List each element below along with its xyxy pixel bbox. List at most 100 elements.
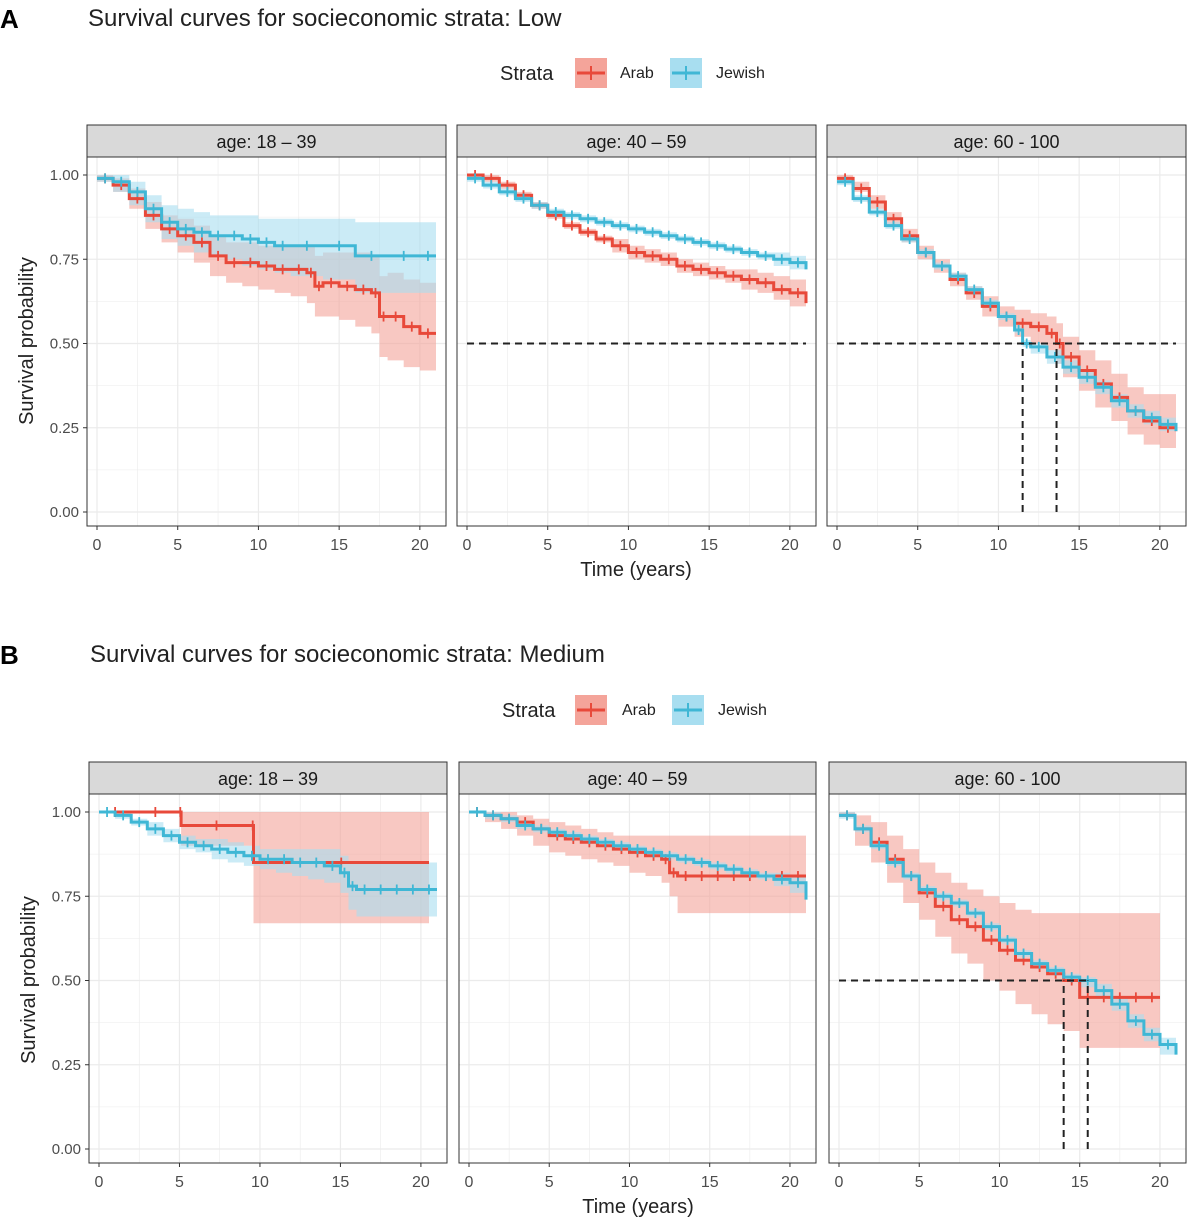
survival-curve-arab bbox=[99, 810, 429, 864]
x-tick-label: 15 bbox=[700, 537, 718, 554]
censor-marks-jewish bbox=[476, 807, 799, 888]
panel-a-facet-1: age: 18 – 39 0 5 10 15 20 bbox=[86, 124, 447, 554]
panel-a-legend: Strata Arab Jewish bbox=[500, 58, 765, 88]
x-tick-label: 10 bbox=[620, 537, 638, 554]
ci-band-arab bbox=[469, 812, 806, 914]
y-tick-label: 0.00 bbox=[50, 504, 79, 521]
facet-label: age: 60 - 100 bbox=[954, 769, 1060, 789]
facet-strip bbox=[828, 761, 1187, 795]
x-tick-label: 15 bbox=[1070, 537, 1088, 554]
plot-content: 0 5 10 15 20 bbox=[89, 794, 447, 1191]
facet-strip bbox=[88, 761, 448, 795]
x-tick-label: 15 bbox=[1071, 1174, 1089, 1191]
facet-label: age: 18 – 39 bbox=[216, 132, 316, 152]
x-tick-label: 10 bbox=[991, 1174, 1009, 1191]
censor-marks-jewish bbox=[844, 176, 1169, 430]
x-tick-label: 15 bbox=[701, 1174, 719, 1191]
panel-a-facet-3: age: 60 - 100 0 5 10 15 20 bbox=[826, 124, 1187, 554]
y-tick-label: 0.50 bbox=[50, 336, 79, 353]
legend-title: Strata bbox=[500, 63, 554, 85]
plot-content: 0 5 10 15 20 bbox=[459, 794, 816, 1191]
x-tick-label: 5 bbox=[915, 1174, 924, 1191]
panel-a-title: Survival curves for socieconomic strata:… bbox=[88, 5, 562, 32]
panel-b-title: Survival curves for socieconomic strata:… bbox=[90, 641, 605, 668]
panel-b-y-axis-label: Survival probability bbox=[18, 896, 40, 1064]
censor-marks-jewish bbox=[846, 810, 1169, 1050]
ci-band-jewish bbox=[97, 175, 436, 293]
x-tick-label: 5 bbox=[173, 537, 182, 554]
censor-marks-jewish bbox=[474, 173, 799, 268]
legend-label-jewish: Jewish bbox=[716, 65, 765, 82]
ci-band-jewish bbox=[837, 178, 1176, 438]
x-tick-label: 10 bbox=[251, 1174, 269, 1191]
censor-marks-arab bbox=[114, 807, 343, 868]
plot-area bbox=[457, 157, 816, 526]
y-tick-label: 0.25 bbox=[50, 420, 79, 437]
x-tick-label: 5 bbox=[545, 1174, 554, 1191]
x-tick-label: 20 bbox=[1151, 1174, 1169, 1191]
plot-border bbox=[458, 793, 817, 1164]
plot-border bbox=[828, 793, 1187, 1164]
survival-curve-arab bbox=[467, 173, 808, 304]
x-tick-label: 15 bbox=[332, 1174, 350, 1191]
x-tick-label: 0 bbox=[835, 1174, 844, 1191]
plot-border bbox=[86, 156, 447, 527]
plot-content: 0 5 10 15 20 bbox=[829, 794, 1186, 1191]
x-tick-label: 5 bbox=[175, 1174, 184, 1191]
y-tick-label: 0.75 bbox=[52, 888, 81, 905]
gridlines bbox=[87, 157, 446, 526]
facet-label: age: 18 – 39 bbox=[218, 769, 318, 789]
plot-border bbox=[88, 793, 448, 1164]
x-tick-label: 10 bbox=[250, 537, 268, 554]
panel-b-facet-3: age: 60 - 100 0 5 10 15 20 bbox=[828, 761, 1187, 1191]
panel-a-x-axis-label: Time (years) bbox=[580, 559, 691, 581]
y-tick-label: 1.00 bbox=[50, 167, 79, 184]
panel-b-y-axis: 0.00 0.25 0.50 0.75 1.00 bbox=[52, 804, 89, 1158]
x-tick-label: 5 bbox=[543, 537, 552, 554]
legend-label-arab: Arab bbox=[620, 65, 654, 82]
y-tick-label: 0.75 bbox=[50, 251, 79, 268]
facet-label: age: 60 - 100 bbox=[953, 132, 1059, 152]
x-tick-label: 0 bbox=[95, 1174, 104, 1191]
plot-border bbox=[456, 156, 817, 527]
y-tick-label: 0.50 bbox=[52, 973, 81, 990]
panel-a-y-axis: 0.00 0.25 0.50 0.75 1.00 bbox=[50, 167, 87, 521]
x-tick-label: 20 bbox=[781, 537, 799, 554]
x-tick-label: 0 bbox=[833, 537, 842, 554]
x-tick-label: 0 bbox=[465, 1174, 474, 1191]
plot-content: 0 5 10 15 20 bbox=[827, 157, 1186, 554]
survival-curve-jewish bbox=[467, 176, 808, 270]
censor-marks-jewish bbox=[104, 173, 429, 261]
x-tick-label: 0 bbox=[93, 537, 102, 554]
x-tick-label: 20 bbox=[411, 537, 429, 554]
facet-label: age: 40 – 59 bbox=[586, 132, 686, 152]
panel-b-x-axis-label: Time (years) bbox=[582, 1196, 693, 1218]
ci-band-arab bbox=[467, 175, 806, 320]
panel-a-letter: A bbox=[0, 4, 19, 34]
survival-curve-jewish bbox=[469, 810, 808, 900]
y-tick-label: 1.00 bbox=[52, 804, 81, 821]
panel-b-letter: B bbox=[0, 640, 19, 670]
x-tick-label: 20 bbox=[1151, 537, 1169, 554]
survival-curve-jewish bbox=[97, 176, 436, 258]
facet-label: age: 40 – 59 bbox=[587, 769, 687, 789]
y-tick-label: 0.25 bbox=[52, 1057, 81, 1074]
panel-b-facet-1: age: 18 – 39 0 5 10 15 20 bbox=[88, 761, 448, 1191]
facet-strip bbox=[86, 124, 447, 158]
legend-label-arab: Arab bbox=[622, 702, 656, 719]
x-tick-label: 20 bbox=[781, 1174, 799, 1191]
x-tick-label: 10 bbox=[990, 537, 1008, 554]
censor-marks-jewish bbox=[106, 807, 430, 895]
plot-border bbox=[826, 156, 1187, 527]
panel-a-header: A Survival curves for socieconomic strat… bbox=[0, 4, 765, 88]
x-tick-label: 5 bbox=[913, 537, 922, 554]
panel-b-facet-2: age: 40 – 59 0 5 10 15 20 bbox=[458, 761, 817, 1191]
plot-content: 0 5 10 15 20 bbox=[457, 157, 816, 554]
panel-b-header: B Survival curves for socieconomic strat… bbox=[0, 640, 767, 725]
y-tick-label: 0.00 bbox=[52, 1141, 81, 1158]
plot-content: 0 5 10 15 20 bbox=[87, 157, 446, 554]
facet-strip bbox=[458, 761, 817, 795]
x-tick-label: 10 bbox=[621, 1174, 639, 1191]
panel-a-y-axis-label: Survival probability bbox=[16, 257, 38, 425]
